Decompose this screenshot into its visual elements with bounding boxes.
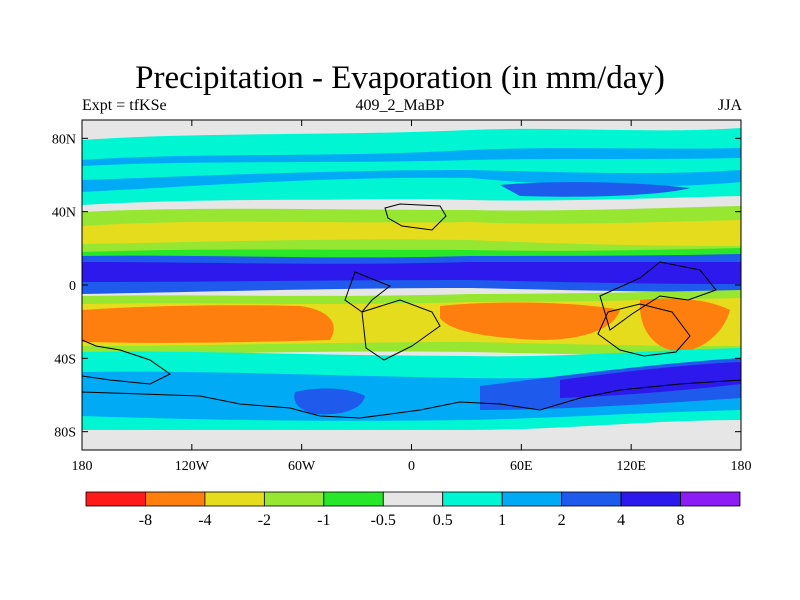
field-band-midlat-lightgreen xyxy=(82,248,741,258)
field-region-asia-wet xyxy=(500,182,690,197)
lon-tick-label: 60W xyxy=(288,459,316,474)
lat-tick-label: 80S xyxy=(54,426,76,441)
lat-tick-label: 0 xyxy=(69,279,76,294)
continent-south-america xyxy=(361,299,441,361)
continent-australia xyxy=(597,303,691,357)
lon-tick-label: 60E xyxy=(510,459,533,474)
lon-tick-label: 120W xyxy=(175,459,210,474)
colorbar-label: 0.5 xyxy=(433,512,453,529)
age-label: 409_2_MaBP xyxy=(355,97,445,114)
continent-north xyxy=(384,203,447,231)
lon-tick-label: 0 xyxy=(408,459,415,474)
experiment-label: Expt = tfKSe xyxy=(82,97,167,114)
field-region-antarctic-wet xyxy=(294,388,365,415)
continent-outlines xyxy=(82,203,741,450)
continent-antarctica xyxy=(82,379,741,450)
field-region-indian-dry xyxy=(639,298,730,352)
lon-tick-label: 180 xyxy=(72,459,93,474)
colorbar-swatch xyxy=(204,491,265,507)
colorbar-swatch xyxy=(442,491,503,507)
field-layer xyxy=(82,120,741,450)
colorbar-label: -8 xyxy=(139,512,152,529)
colorbar-swatch xyxy=(145,491,206,507)
continent-east-tropical xyxy=(599,261,717,331)
plot-title: Precipitation - Evaporation (in mm/day) xyxy=(135,60,665,96)
axis-ticks: 180 120W 60W 0 60E 120E 180 80N 40N 0 40S 80S xyxy=(52,120,752,474)
field-band-southern-core xyxy=(560,362,741,398)
colorbar-swatch xyxy=(382,491,444,507)
field-band-equator-core xyxy=(82,262,741,284)
colorbar-swatch xyxy=(263,491,325,507)
field-region-atlantic-dry xyxy=(440,302,620,340)
colorbar-label: 2 xyxy=(558,512,566,529)
continent-south-pacific xyxy=(82,339,171,385)
colorbar-swatch xyxy=(561,491,622,507)
colorbar-swatch xyxy=(323,491,384,507)
colorbar-label: 1 xyxy=(498,512,506,529)
colorbar-label: 8 xyxy=(677,512,685,529)
field-band-midlat-yellow xyxy=(82,220,741,246)
colorbar-label: -0.5 xyxy=(371,512,396,529)
colorbar-swatch xyxy=(501,491,563,507)
lat-tick-label: 40S xyxy=(54,352,76,367)
colorbar-label: -4 xyxy=(198,512,211,529)
lon-tick-label: 180 xyxy=(731,459,752,474)
colorbar-swatch xyxy=(620,491,681,507)
colorbar-label: 4 xyxy=(617,512,625,529)
colorbar-swatch xyxy=(680,491,741,507)
field-band-north-light xyxy=(82,158,741,180)
lon-tick-label: 120E xyxy=(616,459,646,474)
field-band-polar-south xyxy=(82,430,741,450)
lat-tick-label: 40N xyxy=(52,206,76,221)
lat-tick-label: 80N xyxy=(52,132,76,147)
colorbar: -8 -4 -2 -1 -0.5 0.5 1 2 4 8 xyxy=(85,491,741,529)
colorbar-label: -2 xyxy=(258,512,271,529)
colorbar-label: -1 xyxy=(317,512,330,529)
season-label: JJA xyxy=(717,97,742,114)
field-region-pacific-dry xyxy=(82,305,334,343)
colorbar-swatch xyxy=(85,491,146,507)
